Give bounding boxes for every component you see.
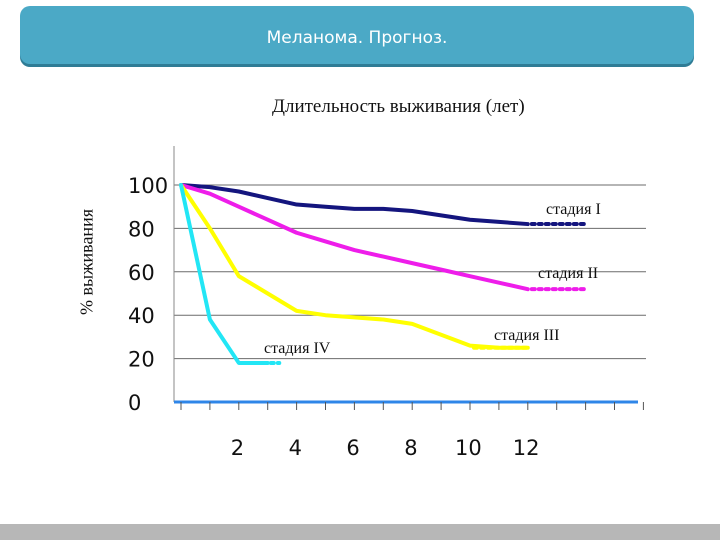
title-banner: Меланома. Прогноз.	[20, 6, 694, 64]
slide-title: Меланома. Прогноз.	[266, 28, 448, 48]
x-tick-label: 10	[455, 436, 482, 460]
chart-title: Длительность выживания (лет)	[272, 96, 525, 117]
series-label-3: стадия III	[494, 327, 559, 344]
y-tick-label: 100	[128, 174, 168, 198]
y-tick-label: 20	[128, 348, 155, 372]
axes	[173, 146, 644, 410]
x-tick-label: 8	[404, 436, 417, 460]
series-label-2: стадия II	[538, 265, 598, 282]
series-labels: стадия I стадия II стадия III стадия IV	[264, 201, 601, 357]
x-tick-label: 4	[289, 436, 302, 460]
series-label-1: стадия I	[546, 201, 601, 218]
series-label-4: стадия IV	[264, 340, 331, 357]
series-line-1	[179, 183, 530, 227]
x-tick-label: 6	[346, 436, 359, 460]
y-tick-label: 0	[128, 391, 141, 415]
series-lines	[179, 183, 588, 365]
tick-labels: 0 20 40 60 80 100 2 4 6 8 10 12	[128, 174, 540, 460]
footer-bar	[0, 524, 720, 540]
series-line-3	[179, 183, 530, 350]
x-tick-label: 12	[513, 436, 540, 460]
y-tick-label: 60	[128, 261, 155, 285]
y-tick-label: 40	[128, 304, 155, 328]
series-line-2	[179, 183, 530, 292]
x-tick-label: 2	[231, 436, 244, 460]
y-tick-label: 80	[128, 217, 155, 241]
grid-lines	[174, 184, 646, 360]
